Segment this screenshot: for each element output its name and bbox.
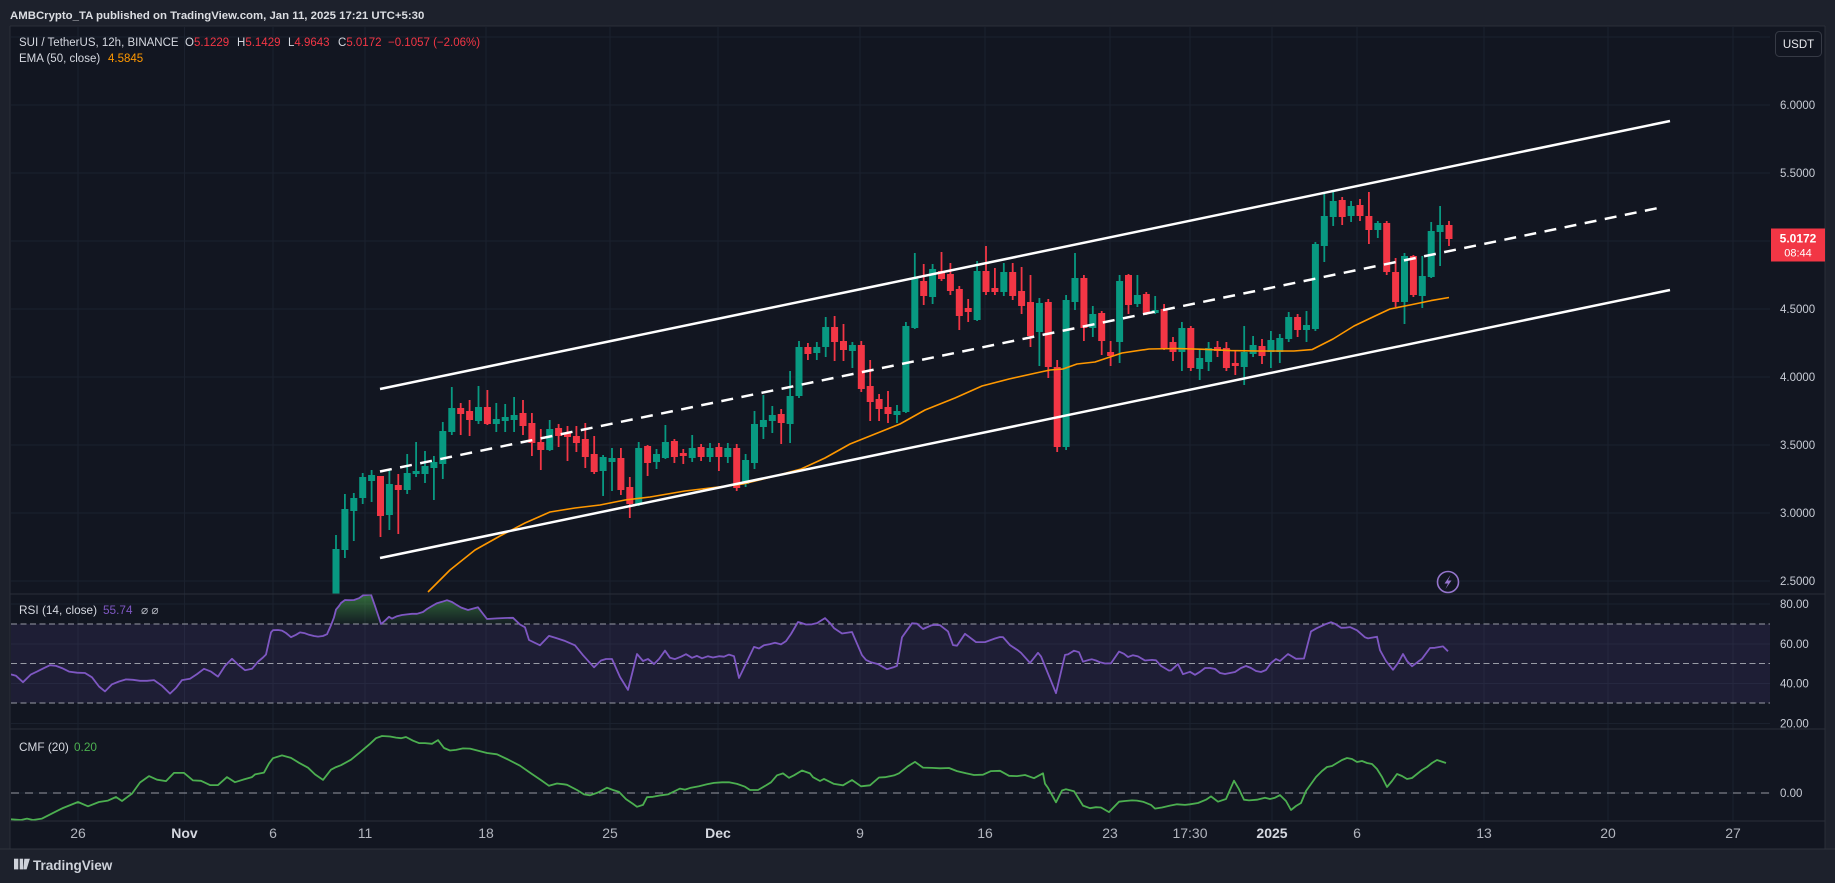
svg-text:6: 6 (269, 825, 277, 841)
svg-text:2.5000: 2.5000 (1780, 576, 1815, 588)
svg-text:0.20: 0.20 (74, 740, 97, 754)
svg-text:4.5845: 4.5845 (108, 53, 143, 65)
svg-text:⌀ ⌀: ⌀ ⌀ (141, 603, 158, 617)
svg-text:40.00: 40.00 (1780, 679, 1809, 691)
svg-text:2025: 2025 (1256, 825, 1287, 841)
svg-text:C5.0172: C5.0172 (338, 37, 382, 49)
svg-text:RSI (14, close): RSI (14, close) (19, 603, 97, 617)
svg-text:Dec: Dec (705, 825, 731, 841)
svg-text:6.0000: 6.0000 (1780, 100, 1815, 112)
svg-text:20: 20 (1600, 825, 1616, 841)
svg-text:27: 27 (1725, 825, 1741, 841)
svg-text:TradingView: TradingView (33, 858, 113, 873)
svg-text:H5.1429: H5.1429 (237, 37, 281, 49)
svg-text:3.5000: 3.5000 (1780, 440, 1815, 452)
svg-text:6: 6 (1353, 825, 1361, 841)
svg-text:5.0172: 5.0172 (1780, 232, 1817, 246)
svg-text:13: 13 (1476, 825, 1492, 841)
svg-text:CMF (20): CMF (20) (19, 740, 69, 754)
svg-text:5.5000: 5.5000 (1780, 168, 1815, 180)
svg-text:16: 16 (977, 825, 993, 841)
svg-text:4.5000: 4.5000 (1780, 304, 1815, 316)
svg-text:80.00: 80.00 (1780, 599, 1809, 611)
svg-text:55.74: 55.74 (103, 603, 133, 617)
svg-text:USDT: USDT (1783, 39, 1814, 51)
svg-text:Nov: Nov (171, 825, 198, 841)
svg-text:3.0000: 3.0000 (1780, 508, 1815, 520)
svg-text:−0.1057 (−2.06%): −0.1057 (−2.06%) (388, 37, 480, 49)
svg-text:23: 23 (1102, 825, 1118, 841)
svg-text:0.00: 0.00 (1780, 788, 1802, 800)
svg-text:17:30: 17:30 (1172, 825, 1207, 841)
svg-text:4.0000: 4.0000 (1780, 372, 1815, 384)
svg-text:9: 9 (856, 825, 864, 841)
svg-text:AMBCrypto_TA published on Trad: AMBCrypto_TA published on TradingView.co… (10, 10, 424, 22)
svg-text:O5.1229: O5.1229 (185, 37, 229, 49)
svg-text:20.00: 20.00 (1780, 719, 1809, 731)
svg-text:08:44: 08:44 (1784, 248, 1812, 260)
svg-text:26: 26 (70, 825, 86, 841)
svg-text:EMA (50, close): EMA (50, close) (19, 53, 100, 65)
svg-text:SUI / TetherUS, 12h, BINANCE: SUI / TetherUS, 12h, BINANCE (19, 37, 179, 49)
svg-text:60.00: 60.00 (1780, 639, 1809, 651)
svg-text:L4.9643: L4.9643 (288, 37, 330, 49)
svg-text:25: 25 (602, 825, 618, 841)
svg-text:11: 11 (358, 825, 373, 841)
svg-text:18: 18 (478, 825, 494, 841)
